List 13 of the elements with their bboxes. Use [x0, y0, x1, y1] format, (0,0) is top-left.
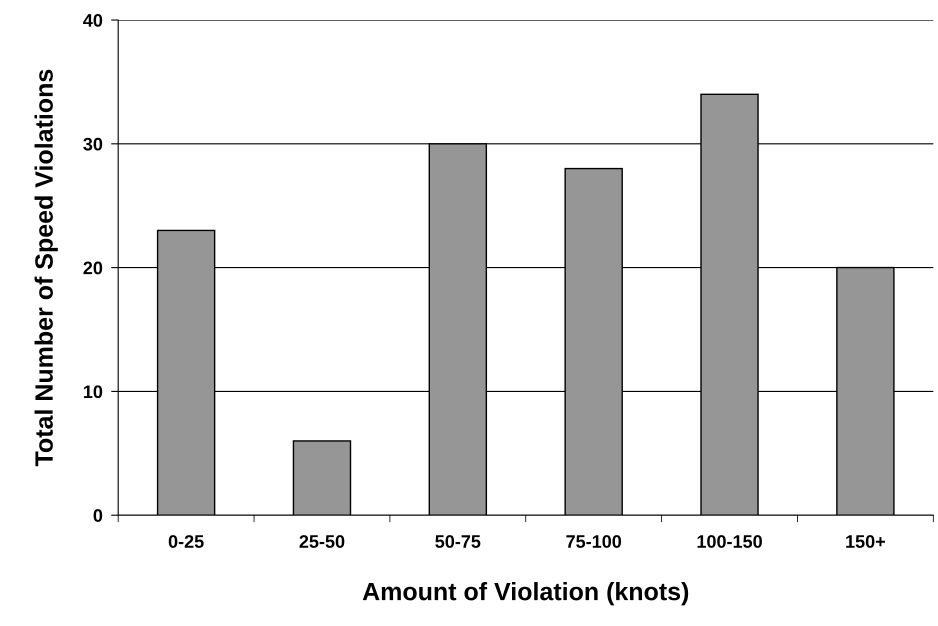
x-tick-label: 0-25: [168, 535, 204, 548]
y-axis-title: Total Number of Speed Violations: [34, 70, 58, 466]
x-tick-label: 150+: [846, 535, 885, 548]
y-tick-label: 40: [83, 14, 102, 27]
y-tick-label: 10: [84, 385, 102, 398]
y-tick-label: 20: [83, 262, 102, 274]
x-tick-label: 25-50: [300, 535, 344, 548]
x-axis-title: Amount of Violation (knots): [362, 582, 688, 606]
x-tick-label: 50-75: [435, 535, 480, 548]
x-tick-label: 100-150: [698, 535, 762, 548]
y-tick-label: 0: [94, 509, 102, 522]
x-tick-label: 75-100: [566, 535, 622, 548]
y-tick-label: 30: [83, 138, 102, 151]
